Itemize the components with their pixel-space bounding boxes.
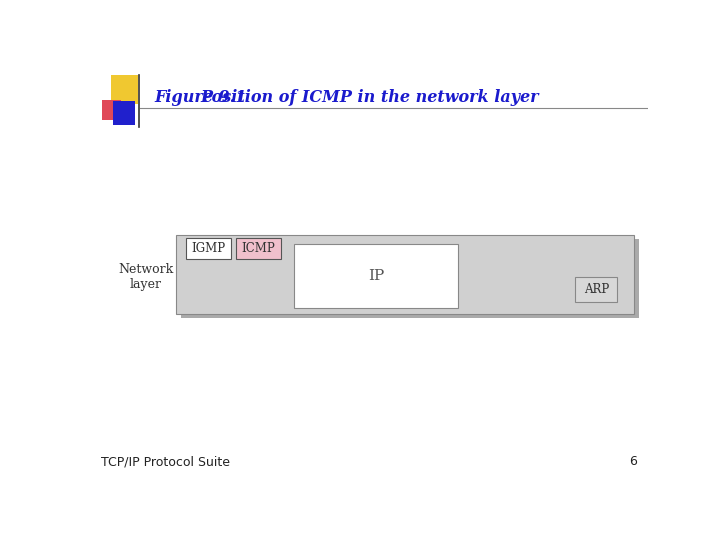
Bar [181,239,639,318]
Text: 6: 6 [629,455,637,468]
Bar [111,75,138,104]
Text: IGMP: IGMP [192,242,225,255]
Text: Network
layer: Network layer [118,263,174,291]
Text: IP: IP [368,269,384,283]
Text: ARP: ARP [584,283,609,296]
Text: Position of ICMP in the network layer: Position of ICMP in the network layer [200,89,539,106]
Text: Figure 9.1: Figure 9.1 [154,89,246,106]
Bar [102,100,121,120]
Text: ICMP: ICMP [242,242,275,255]
Text: TCP/IP Protocol Suite: TCP/IP Protocol Suite [101,455,230,468]
Bar [575,277,617,302]
Bar [294,244,458,308]
Bar [114,101,135,125]
Bar [176,235,634,314]
Bar [236,238,281,259]
Bar [186,238,230,259]
